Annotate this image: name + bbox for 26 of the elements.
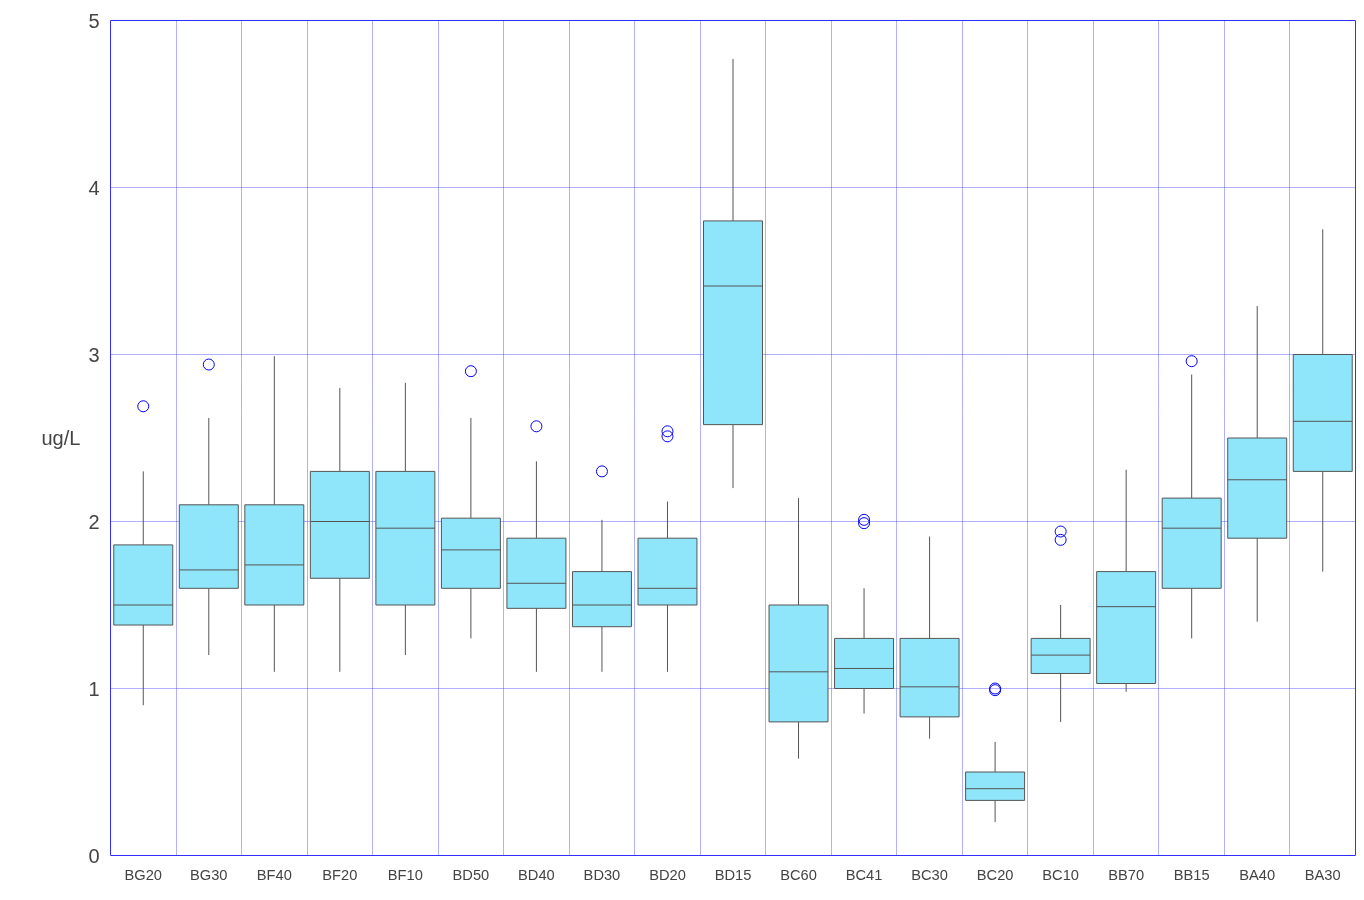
x-tick-label: BC41: [845, 866, 883, 883]
x-tick-label: BD15: [714, 866, 752, 883]
x-tick-label: BD40: [518, 866, 555, 883]
x-tick-label: BD20: [649, 866, 686, 883]
y-tick-label: 5: [88, 9, 100, 32]
x-tick-label: BC60: [780, 866, 817, 883]
y-tick-label: 4: [88, 176, 100, 199]
x-tick-label: BD30: [583, 866, 621, 883]
x-tick-label: BG20: [124, 866, 163, 883]
x-tick-label: BF20: [322, 866, 358, 883]
x-tick-label: BA40: [1239, 866, 1276, 883]
x-tick-label: BF10: [387, 866, 423, 883]
y-tick-label: 0: [88, 844, 100, 867]
x-tick-label: BB70: [1108, 866, 1145, 883]
x-tick-label: BC10: [1042, 866, 1079, 883]
y-axis-title: ug/L: [41, 427, 81, 449]
y-tick-label: 1: [88, 677, 100, 700]
x-tick-label: BD50: [452, 866, 490, 883]
x-tick-label: BF40: [256, 866, 292, 883]
y-tick-label: 2: [88, 510, 100, 533]
y-tick-label: 3: [88, 343, 100, 366]
x-tick-label: BC20: [976, 866, 1014, 883]
x-tick-label: BG30: [190, 866, 228, 883]
x-tick-label: BA30: [1304, 866, 1341, 883]
x-tick-label: BC30: [911, 866, 948, 883]
x-tick-label: BB15: [1173, 866, 1210, 883]
